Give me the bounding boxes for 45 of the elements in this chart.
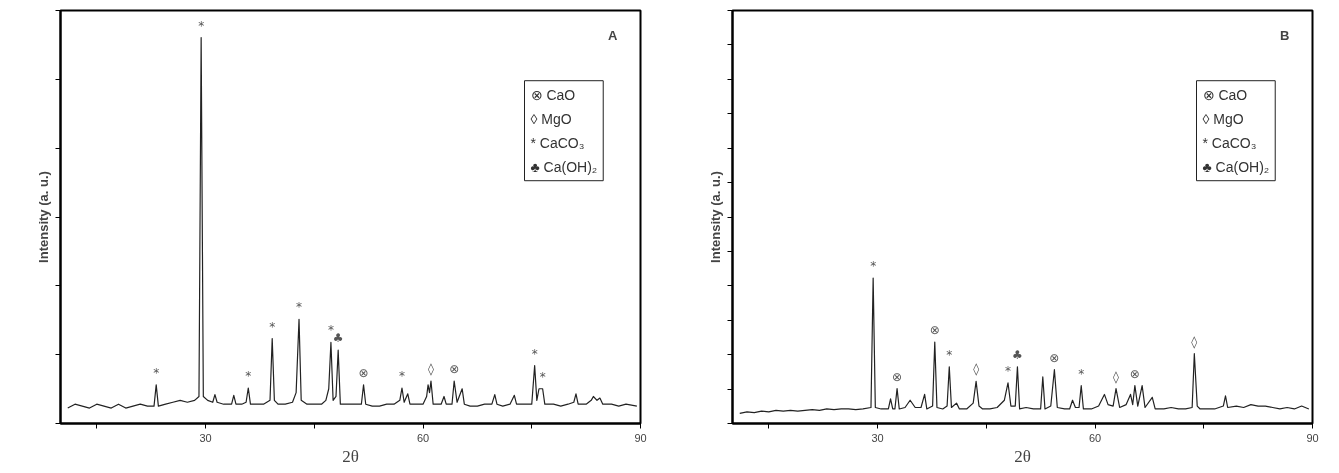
text: B [1279,27,1290,43]
annotation: ♣ [1012,347,1023,362]
annotation: * [153,365,160,380]
text: A [607,27,618,43]
annotation: * [1005,363,1011,378]
annotation: ⊗ [1129,366,1140,381]
annotation: ⊗ [1049,350,1060,365]
annotation: * [531,346,538,361]
annotation: * [296,300,303,315]
annotation: ♣ [332,331,344,346]
annotation: ◊ [428,362,435,377]
x-tick-label: 30 [199,431,212,444]
annotation: * [398,368,405,383]
x-tick-label: 60 [1088,431,1102,444]
annotation: ⊗ [892,369,903,384]
y-axis-title: Intensity (a. u.) [707,171,723,263]
annotation: ♣ Ca(OH)₂ [1202,158,1270,175]
annotation: * CaCO₃ [1202,134,1257,151]
x-tick-label: 90 [1306,431,1319,444]
annotation: * [870,259,877,274]
annotation: * [539,369,546,384]
annotation: * [245,368,252,383]
annotation: * [269,319,276,334]
annotation: ⊗ CaO [1202,86,1248,103]
annotation: * [327,323,334,338]
annotation: ◊ MgO [1202,110,1244,127]
x-axis-title: 2θ [342,446,359,466]
annotation: ⊗ [449,362,460,377]
x-axis-title: 2θ [1014,446,1031,466]
x-tick-label: 90 [634,431,647,444]
annotation: ⊗ [929,323,940,338]
annotation: ⊗ CaO [530,86,576,103]
annotation: * [1078,366,1085,381]
x-tick-label: 60 [416,431,430,444]
x-tick-label: 30 [871,431,884,444]
annotation: * [946,347,953,362]
annotation: ♣ Ca(OH)₂ [530,158,598,175]
annotation: ◊ MgO [530,110,572,127]
annotation: ⊗ [358,365,369,380]
annotation: ◊ [1191,334,1198,349]
annotation: * CaCO₃ [530,134,585,151]
y-axis-title: Intensity (a. u.) [35,171,51,263]
annotation: ◊ [1113,369,1120,384]
annotation: ◊ [973,362,980,377]
annotation: * [198,18,205,33]
